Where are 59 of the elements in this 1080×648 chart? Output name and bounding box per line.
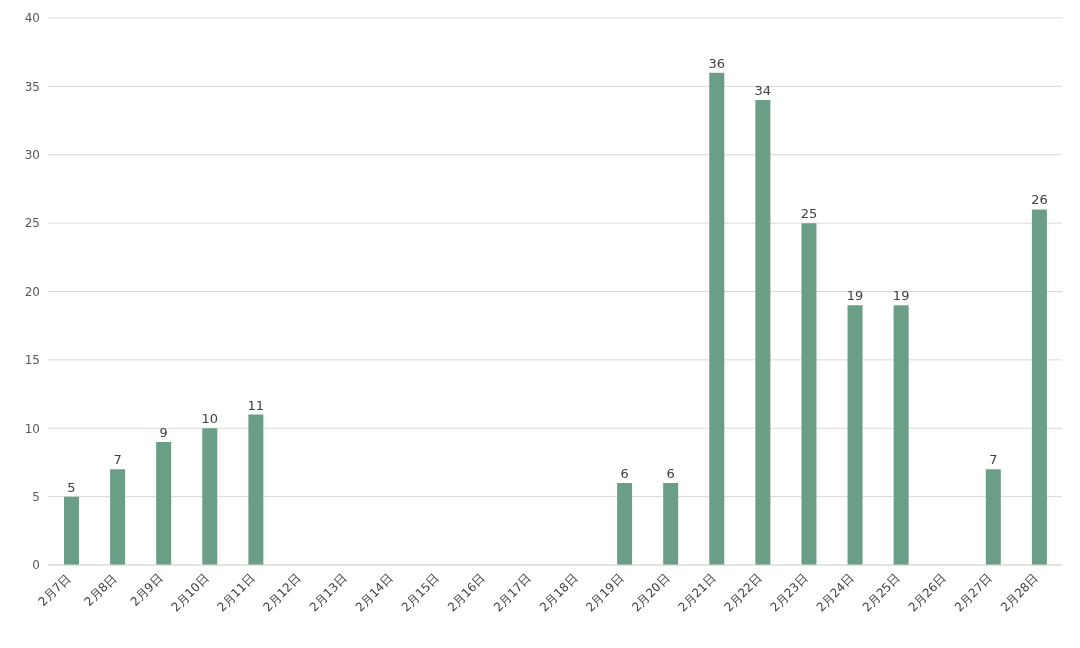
x-tick-label: 2月21日 — [675, 571, 719, 615]
bar — [1031, 209, 1047, 565]
x-tick-label: 2月28日 — [998, 571, 1042, 615]
x-tick-label: 2月24日 — [813, 571, 857, 615]
x-tick-label: 2月8日 — [81, 571, 120, 609]
bar — [847, 305, 863, 565]
x-tick-label: 2月7日 — [35, 571, 74, 609]
y-tick-label: 30 — [24, 148, 40, 163]
y-tick-label: 20 — [24, 284, 40, 299]
x-tick-label: 2月27日 — [951, 571, 995, 615]
data-label: 11 — [247, 397, 265, 413]
y-tick-label: 25 — [24, 216, 40, 231]
bar — [202, 428, 218, 565]
x-tick-label: 2月14日 — [352, 571, 396, 615]
y-tick-label: 10 — [24, 421, 40, 436]
data-label: 6 — [620, 465, 629, 481]
x-tick-label: 2月13日 — [306, 571, 350, 615]
bar — [755, 100, 771, 565]
y-tick-label: 0 — [32, 558, 40, 573]
y-tick-label: 40 — [24, 11, 40, 26]
data-label: 9 — [159, 424, 168, 440]
data-label: 19 — [846, 288, 864, 304]
data-label: 36 — [708, 55, 726, 71]
data-label: 19 — [892, 288, 910, 304]
x-tick-label: 2月18日 — [537, 571, 581, 615]
data-label: 10 — [201, 411, 219, 427]
y-tick-label: 15 — [24, 353, 40, 368]
x-tick-label: 2月22日 — [721, 571, 765, 615]
bar — [893, 305, 909, 565]
bar — [663, 482, 679, 565]
data-label: 34 — [754, 83, 772, 99]
data-label: 25 — [800, 206, 818, 222]
bar — [64, 496, 79, 565]
x-tick-label: 2月11日 — [214, 571, 258, 615]
x-tick-label: 2月15日 — [398, 571, 442, 615]
bar — [110, 469, 126, 565]
y-tick-label: 5 — [32, 489, 40, 504]
x-tick-label: 2月25日 — [859, 571, 903, 615]
x-tick-label: 2月12日 — [260, 571, 304, 615]
data-label: 6 — [666, 465, 675, 481]
bar — [801, 223, 817, 565]
x-tick-label: 2月26日 — [905, 571, 949, 615]
x-tick-label: 2月10日 — [168, 571, 212, 615]
bar — [248, 414, 264, 565]
data-label: 5 — [67, 479, 76, 495]
bar — [709, 72, 725, 565]
x-tick-label: 2月17日 — [491, 571, 535, 615]
y-tick-label: 35 — [24, 79, 40, 94]
x-tick-label: 2月19日 — [583, 571, 627, 615]
x-tick-label: 2月16日 — [444, 571, 488, 615]
data-label: 7 — [113, 452, 122, 468]
x-tick-label: 2月9日 — [127, 571, 166, 609]
bar — [156, 441, 172, 565]
x-tick-label: 2月23日 — [767, 571, 811, 615]
bar — [985, 469, 1001, 565]
data-label: 7 — [989, 452, 998, 468]
x-tick-label: 2月20日 — [629, 571, 673, 615]
bar — [617, 482, 633, 565]
data-label: 26 — [1031, 192, 1048, 208]
